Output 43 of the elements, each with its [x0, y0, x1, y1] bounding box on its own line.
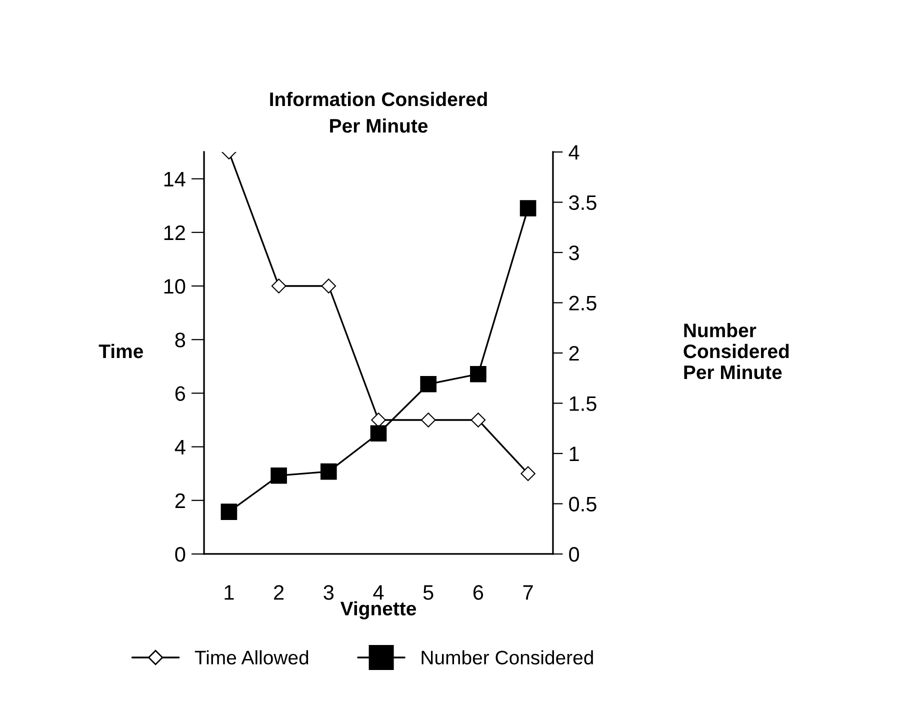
y-tick-label: 10	[164, 278, 186, 294]
y2-tick-label: 0	[569, 546, 580, 562]
y-tick-label: 6	[175, 386, 186, 401]
point	[371, 412, 386, 428]
point	[271, 278, 286, 294]
legend-label: Number Considered	[422, 650, 593, 665]
y2-tick-label: 0.5	[569, 496, 596, 512]
y-tick-label: 2	[175, 493, 185, 508]
y-tick-label: 12	[164, 225, 185, 240]
point	[420, 376, 437, 392]
y-tick-label: 8	[175, 332, 186, 348]
y-tick-label: 4	[174, 440, 186, 454]
point	[220, 504, 238, 520]
x-tick-label: 5	[423, 585, 434, 600]
point	[321, 278, 336, 294]
x-tick-label: 7	[523, 585, 533, 600]
point	[420, 412, 436, 428]
legend-label: Time Allowed	[194, 650, 308, 665]
point	[520, 200, 536, 216]
y2-tick-label: 3.5	[569, 195, 596, 210]
y-tick-label: 0	[175, 546, 186, 562]
y-axis-title: Time	[98, 344, 143, 358]
y2-tick-label: 1.5	[570, 396, 596, 411]
y2-tick-label: 2.5	[569, 296, 596, 310]
point	[470, 412, 486, 428]
x-tick-label: 1	[224, 585, 234, 600]
point	[470, 366, 486, 382]
point	[270, 467, 287, 484]
chart-title: Information Considered Per Minute	[270, 92, 487, 133]
y2-tick-label: 3	[569, 245, 579, 260]
y2-tick-label: 4	[568, 145, 580, 160]
point	[520, 466, 536, 481]
y2-tick-label: 1	[570, 446, 579, 462]
x-tick-label: 3	[324, 585, 334, 600]
x-tick-label: 2	[274, 585, 284, 600]
point	[320, 463, 337, 480]
y-tick-label: 14	[164, 172, 186, 186]
y2-axis-title: Number Considered Per Minute	[684, 322, 789, 380]
y2-tick-label: 2	[569, 346, 579, 361]
x-tick-label: 4	[373, 585, 384, 600]
x-axis-title: Vignette	[340, 601, 416, 620]
point	[370, 425, 387, 442]
x-tick-label: 6	[473, 585, 484, 600]
